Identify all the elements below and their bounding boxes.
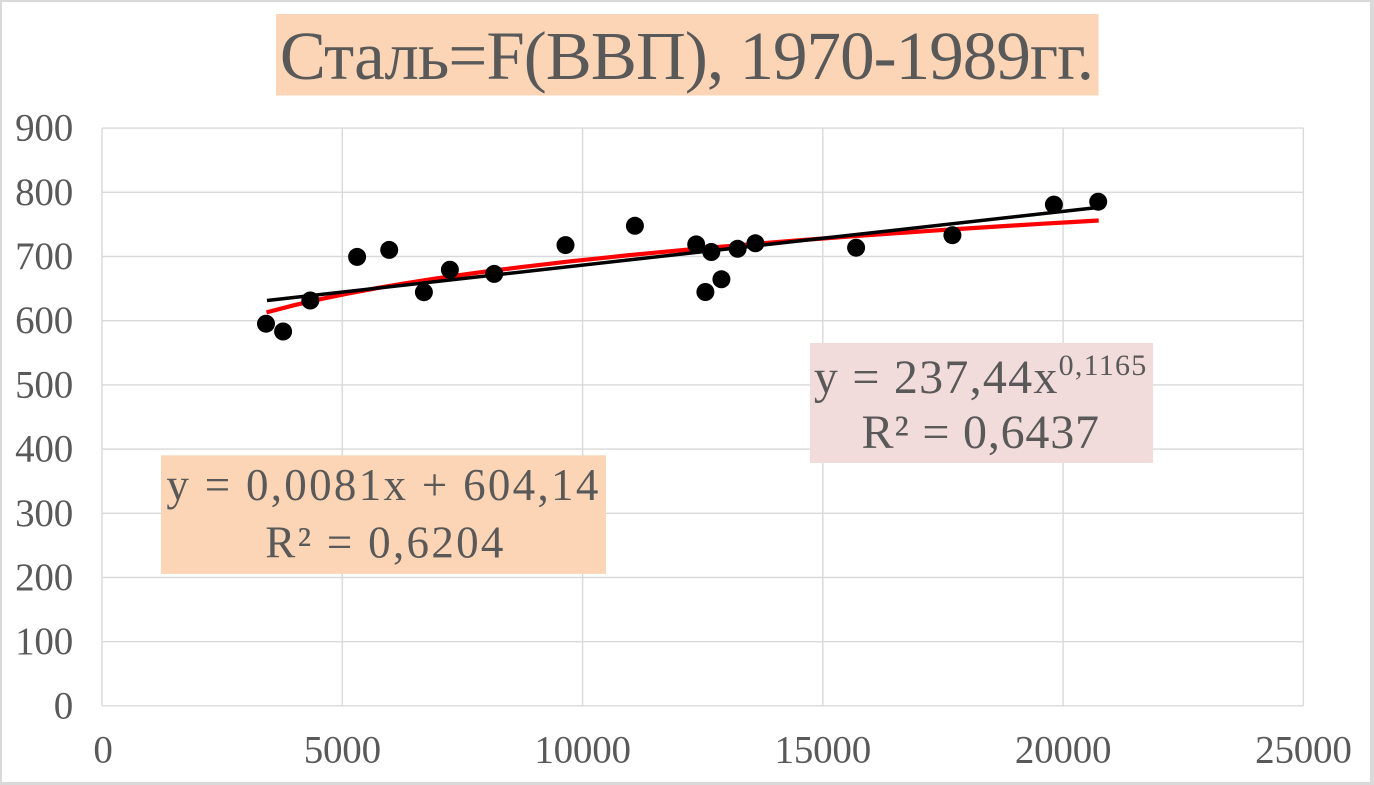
- svg-text:R² = 0,6204: R² = 0,6204: [265, 518, 505, 568]
- svg-text:0: 0: [93, 729, 112, 772]
- svg-text:y = 0,0081x + 604,14: y = 0,0081x + 604,14: [166, 460, 600, 510]
- svg-text:500: 500: [15, 363, 73, 406]
- svg-text:900: 900: [15, 107, 73, 150]
- svg-text:R² = 0,6437: R² = 0,6437: [862, 406, 1100, 459]
- svg-text:5000: 5000: [304, 729, 381, 772]
- svg-text:800: 800: [15, 171, 73, 214]
- svg-text:700: 700: [15, 235, 73, 278]
- svg-text:600: 600: [15, 299, 73, 342]
- svg-text:25000: 25000: [1255, 729, 1352, 772]
- svg-text:100: 100: [15, 620, 73, 663]
- svg-text:0: 0: [54, 684, 73, 727]
- svg-text:Сталь=F(ВВП), 1970-1989гг.: Сталь=F(ВВП), 1970-1989гг.: [280, 18, 1093, 94]
- svg-text:300: 300: [15, 492, 73, 535]
- svg-text:10000: 10000: [534, 729, 631, 772]
- svg-text:400: 400: [15, 428, 73, 471]
- svg-text:20000: 20000: [1015, 729, 1112, 772]
- svg-text:15000: 15000: [775, 729, 872, 772]
- svg-text:200: 200: [15, 556, 73, 599]
